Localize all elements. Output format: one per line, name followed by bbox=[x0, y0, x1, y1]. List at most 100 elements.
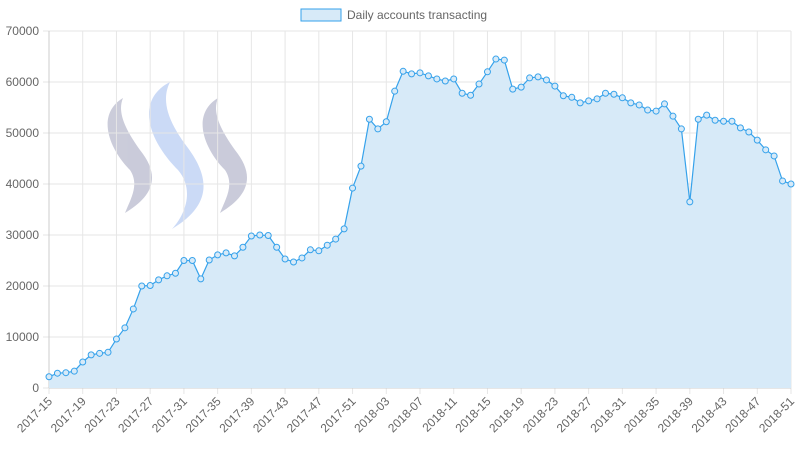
point bbox=[340, 225, 348, 233]
point bbox=[239, 243, 247, 251]
steem-logo bbox=[107, 82, 247, 229]
point bbox=[585, 97, 593, 105]
x-tick-label: 2018-23 bbox=[520, 394, 561, 435]
point bbox=[644, 106, 652, 114]
point bbox=[357, 162, 365, 170]
point bbox=[753, 136, 761, 144]
point bbox=[298, 254, 306, 262]
legend-label: Daily accounts transacting bbox=[347, 8, 487, 22]
point bbox=[180, 257, 188, 264]
point bbox=[416, 69, 424, 77]
point bbox=[779, 177, 787, 185]
x-tick-label: 2018-15 bbox=[453, 394, 494, 435]
point bbox=[542, 76, 550, 84]
point bbox=[635, 101, 643, 109]
x-tick-label: 2017-35 bbox=[183, 394, 224, 435]
logo-stroke bbox=[149, 82, 204, 229]
point bbox=[45, 373, 53, 381]
point bbox=[686, 198, 694, 206]
point bbox=[559, 92, 567, 100]
point bbox=[677, 125, 685, 133]
point bbox=[399, 67, 407, 75]
point bbox=[762, 146, 770, 154]
y-tick-label: 50000 bbox=[6, 126, 40, 140]
y-tick-label: 30000 bbox=[6, 228, 40, 242]
x-tick-label: 2017-15 bbox=[14, 394, 55, 435]
point bbox=[593, 95, 601, 103]
point bbox=[500, 56, 508, 64]
point bbox=[62, 369, 70, 377]
logo-stroke bbox=[107, 98, 152, 213]
point bbox=[256, 231, 264, 239]
point bbox=[728, 117, 736, 125]
y-tick-label: 60000 bbox=[6, 75, 40, 89]
point bbox=[382, 118, 390, 126]
y-tick-label: 70000 bbox=[6, 24, 40, 38]
x-tick-label: 2018-43 bbox=[689, 394, 730, 435]
point bbox=[661, 100, 669, 108]
point bbox=[146, 281, 154, 289]
point bbox=[247, 232, 255, 240]
point bbox=[711, 116, 719, 124]
x-tick-label: 2018-47 bbox=[722, 394, 763, 435]
point bbox=[627, 99, 635, 107]
area bbox=[49, 59, 791, 389]
point bbox=[112, 335, 120, 343]
point bbox=[70, 367, 78, 375]
point bbox=[214, 251, 222, 259]
point bbox=[736, 124, 744, 132]
point bbox=[467, 91, 475, 99]
point bbox=[441, 77, 449, 85]
x-tick-label: 2018-11 bbox=[419, 394, 460, 435]
y-tick-label: 10000 bbox=[6, 330, 40, 344]
point bbox=[315, 247, 323, 255]
point bbox=[408, 70, 416, 78]
point bbox=[433, 75, 441, 83]
x-tick-label: 2017-43 bbox=[250, 394, 291, 435]
point bbox=[517, 83, 525, 91]
y-tick-label: 20000 bbox=[6, 279, 40, 293]
y-tick-label: 40000 bbox=[6, 177, 40, 191]
point bbox=[129, 305, 137, 313]
point bbox=[509, 85, 517, 93]
point bbox=[104, 348, 112, 356]
point bbox=[602, 89, 609, 97]
point bbox=[374, 125, 382, 133]
point bbox=[163, 272, 171, 280]
point bbox=[53, 369, 61, 377]
point bbox=[770, 152, 778, 160]
point bbox=[365, 115, 373, 123]
x-tick-label: 2017-23 bbox=[82, 394, 123, 435]
point bbox=[703, 111, 711, 119]
y-tick-label: 0 bbox=[32, 381, 39, 395]
point bbox=[424, 72, 432, 80]
point bbox=[332, 235, 340, 243]
point bbox=[694, 115, 702, 123]
point bbox=[483, 68, 491, 76]
point bbox=[171, 269, 179, 277]
point bbox=[391, 87, 399, 95]
x-tick-label: 2018-39 bbox=[655, 394, 696, 435]
x-tick-label: 2017-27 bbox=[115, 394, 156, 435]
point bbox=[205, 256, 213, 264]
point bbox=[87, 351, 95, 359]
point bbox=[551, 82, 559, 90]
point bbox=[526, 74, 534, 82]
point bbox=[222, 249, 230, 257]
point bbox=[610, 90, 618, 98]
point bbox=[306, 246, 314, 254]
point bbox=[349, 184, 357, 192]
point bbox=[231, 252, 238, 260]
point bbox=[568, 93, 576, 101]
point bbox=[720, 117, 728, 125]
point bbox=[458, 89, 466, 97]
point bbox=[188, 257, 196, 264]
point bbox=[264, 232, 272, 240]
point bbox=[290, 258, 298, 266]
x-tick-label: 2017-39 bbox=[216, 394, 257, 435]
point bbox=[475, 80, 483, 88]
point bbox=[669, 112, 677, 120]
x-tick-label: 2017-19 bbox=[48, 394, 89, 435]
point bbox=[79, 358, 87, 366]
